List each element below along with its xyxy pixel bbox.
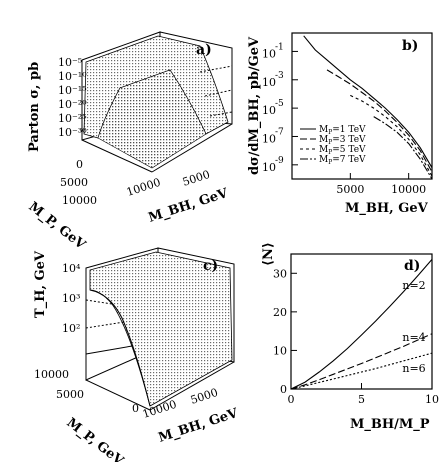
panel-b-xtick: 10000 [391,183,426,196]
panel-c-ytick: 5000 [56,388,84,401]
panel-c-xtick: 10000 [141,398,178,421]
panel-d-series-labels: n=2 n=4 n=6 [402,279,425,375]
panel-d-y-ticks: 0 10 20 30 [273,267,297,396]
panel-b-series-line [373,116,433,180]
panel-a-xtick: 5000 [181,168,212,189]
panel-b: 10-110-310-510-710-9 5000 10000 MP=1 TeVM… [247,32,433,216]
panel-a-zlabel: Parton σ, pb [27,62,42,152]
panel-a-ztick: 10⁻⁵ [58,56,82,69]
panel-b-series-line [303,35,433,168]
panel-d-xtick: 10 [425,393,439,406]
panel-c-label: c) [203,258,218,274]
panel-b-ytick-exp: -7 [275,127,284,137]
panel-c-ytick: 10000 [34,368,69,381]
panel-c-front-right-edge [149,361,235,411]
panel-a-ztick: 10⁻¹⁵ [58,84,87,97]
panel-d-ytick: 20 [273,306,287,319]
panel-c-ztick: 10⁴ [62,262,81,275]
panel-b-series-line [326,69,433,173]
panel-c: 10⁴ 10³ 10² T_H, GeV 10000 5000 0 M_P, G… [33,247,241,462]
panel-a-xtick: 10000 [125,176,162,199]
panel-c-ylabel: M_P, GeV [64,415,127,462]
panel-c-xtick: 5000 [189,386,220,407]
panel-d-label: d) [404,258,420,274]
panel-c-grid-line [85,345,133,355]
panel-c-surface [89,251,233,407]
panel-b-legend-label: MP=3 TeV [319,135,366,146]
panel-b-ytick-exp: -1 [275,42,284,52]
panel-d-xtick: 0 [288,393,295,406]
panel-b-xlabel: M_BH, GeV [345,201,429,216]
panel-d-series-line [290,352,433,390]
panel-a-xlabel: M_BH, GeV [147,186,231,226]
panel-b-ylabel: dσ/dM_BH, pb/GeV [247,36,262,175]
panel-c-zlabel: T_H, GeV [33,250,48,318]
panel-b-ytick-exp: -3 [275,71,284,81]
panel-b-xtick: 5000 [336,183,364,196]
panel-a-grid-line [204,89,233,97]
panel-b-x-ticks: 5000 10000 [336,173,426,196]
panel-a-surface-front [97,69,207,169]
panel-a-ztick: 10⁻³⁰ [58,126,87,139]
panel-d-ytick: 30 [273,267,287,280]
panel-c-ztick: 10² [62,322,80,335]
panel-b-frame [291,32,433,180]
panel-a-ylabel: M_P, GeV [26,199,89,253]
panel-b-ytick-base: 10 [262,76,276,89]
panel-c-grid-line [85,299,113,305]
panel-b-ytick-base: 10 [262,47,276,60]
panel-a-front-right-edge [151,123,233,173]
panel-a-ztick: 10⁻²⁵ [58,112,87,125]
panel-a-label: a) [196,42,212,58]
panel-c-ytick: 0 [132,402,139,415]
panel-b-legend-label: MP=1 TeV [319,125,366,136]
panel-a-ytick: 0 [76,158,83,171]
panel-b-ytick-base: 10 [262,104,276,117]
panel-a-ztick: 10⁻²⁰ [58,98,87,111]
panel-b-ytick-exp: -9 [275,156,284,166]
panel-d-series-label: n=2 [402,279,425,292]
panel-c-front-left-edge [85,379,151,411]
panel-b-ytick-base: 10 [262,161,276,174]
panel-b-legend-label: MP=7 TeV [319,155,366,166]
panel-b-ytick-exp: -5 [275,99,284,109]
panel-c-surface-curve [89,289,151,407]
panel-d-ytick: 10 [273,344,287,357]
panel-b-y-ticks: 10-110-310-510-710-9 [262,42,298,174]
panel-d-series-line [290,333,433,390]
panel-b-ytick-base: 10 [262,132,276,145]
panel-b-series [303,35,433,180]
panel-d-series-label: n=4 [402,331,425,344]
panel-a: 10⁻⁵ 10⁻¹⁰ 10⁻¹⁵ 10⁻²⁰ 10⁻²⁵ 10⁻³⁰ Parto… [26,31,233,253]
panel-b-legend-label: MP=5 TeV [319,145,366,156]
panel-d-series [290,259,433,390]
panel-a-ztick: 10⁻¹⁰ [58,70,87,83]
panel-d: 0 10 20 30 0 5 10 n=2 n=4 n=6 d) ⟨N⟩ M_BH/M_P [261,242,439,432]
panel-d-ylabel: ⟨N⟩ [261,242,276,266]
panel-c-grid-line [85,321,125,329]
panel-d-series-label: n=6 [402,362,425,375]
panel-d-ytick: 0 [280,383,287,396]
panel-a-ytick: 5000 [60,176,88,189]
panel-a-front-left-edge [81,139,153,173]
panel-d-series-line [290,259,433,390]
panel-a-z-ticks: 10⁻⁵ 10⁻¹⁰ 10⁻¹⁵ 10⁻²⁰ 10⁻²⁵ 10⁻³⁰ [58,56,87,139]
panel-b-label: b) [402,38,418,54]
panel-d-xlabel: M_BH/M_P [350,417,430,432]
panel-a-ytick: 10000 [62,194,97,207]
panel-b-series-line [350,94,433,177]
panel-d-xtick: 5 [358,393,365,406]
panel-c-ztick: 10³ [62,292,80,305]
panel-d-x-ticks: 0 5 10 [288,383,439,406]
panel-a-grid-line [199,65,233,73]
